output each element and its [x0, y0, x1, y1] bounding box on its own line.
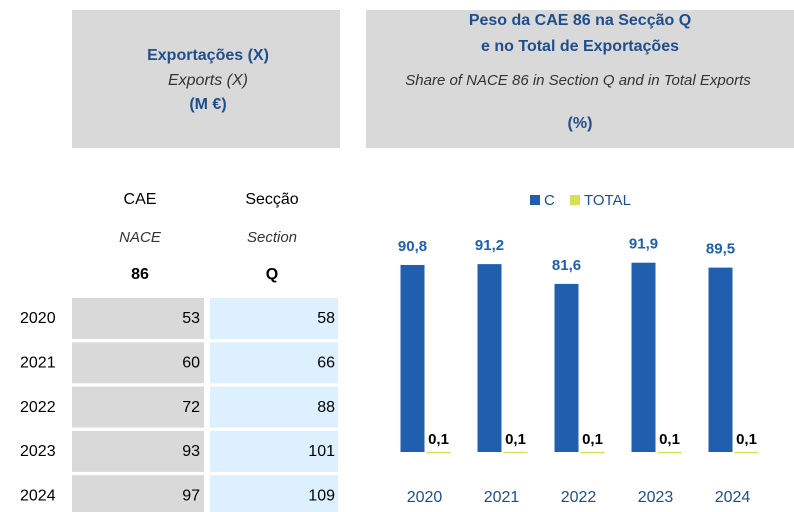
cell-value: 72	[182, 399, 200, 416]
cell-value: 101	[308, 443, 335, 460]
value-label: 0,1	[428, 431, 449, 448]
x-tick-label: 2022	[561, 489, 597, 506]
cell	[210, 475, 338, 512]
cell	[210, 386, 338, 428]
bar	[477, 264, 502, 452]
cell-value: 93	[182, 443, 200, 460]
cell-value: 66	[317, 355, 335, 372]
right-title-1: Peso da CAE 86 na Secção Q	[469, 12, 691, 29]
cell	[210, 342, 338, 384]
bar	[734, 451, 759, 454]
left-title: Exportações (X)	[147, 47, 269, 64]
bar	[580, 451, 605, 454]
x-tick-label: 2023	[638, 489, 674, 506]
row-year: 2024	[20, 487, 56, 504]
cell-value: 88	[317, 399, 335, 416]
bar	[708, 267, 733, 452]
cell-value: 97	[182, 487, 200, 504]
row-year: 2023	[20, 443, 56, 460]
right-unit: (%)	[568, 115, 593, 132]
column-name: CAE	[124, 191, 157, 208]
bar	[657, 451, 682, 454]
row-year: 2021	[20, 355, 56, 372]
cell	[72, 475, 204, 512]
legend-label: C	[544, 192, 555, 209]
bar	[631, 262, 656, 452]
legend-label: TOTAL	[584, 192, 631, 209]
value-label: 91,9	[629, 236, 658, 253]
x-tick-label: 2021	[484, 489, 520, 506]
left-subtitle: Exports (X)	[168, 72, 248, 89]
value-label: 0,1	[736, 431, 757, 448]
cell	[210, 298, 338, 339]
cell	[210, 430, 338, 472]
value-label: 0,1	[582, 431, 603, 448]
value-label: 90,8	[398, 238, 427, 255]
x-tick-label: 2020	[407, 489, 443, 506]
bar	[554, 283, 579, 452]
value-label: 89,5	[706, 241, 735, 258]
bar	[426, 451, 451, 454]
cell-value: 60	[182, 355, 200, 372]
cell-value: 109	[308, 487, 335, 504]
left-unit: (M €)	[189, 96, 226, 113]
cell	[72, 430, 204, 472]
cell-value: 58	[317, 310, 335, 327]
legend-swatch	[570, 195, 580, 205]
right-subtitle: Share of NACE 86 in Section Q and in Tot…	[405, 72, 751, 89]
cell	[72, 342, 204, 384]
x-tick-label: 2024	[715, 489, 751, 506]
column-name: Secção	[245, 191, 298, 208]
legend-swatch	[530, 195, 540, 205]
cell	[72, 386, 204, 428]
column-name-en: NACE	[119, 229, 162, 246]
value-label: 0,1	[505, 431, 526, 448]
column-code: Q	[266, 266, 278, 283]
bar	[503, 451, 528, 454]
column-code: 86	[131, 266, 149, 283]
cell	[72, 298, 204, 339]
left-header-box	[72, 10, 340, 148]
right-header-box	[366, 10, 794, 148]
bar	[400, 264, 425, 452]
row-year: 2020	[20, 310, 56, 327]
cell-value: 53	[182, 310, 200, 327]
value-label: 81,6	[552, 257, 581, 274]
value-label: 0,1	[659, 431, 680, 448]
row-year: 2022	[20, 399, 56, 416]
column-name-en: Section	[247, 229, 297, 246]
value-label: 91,2	[475, 237, 504, 254]
right-title-2: e no Total de Exportações	[481, 38, 679, 55]
